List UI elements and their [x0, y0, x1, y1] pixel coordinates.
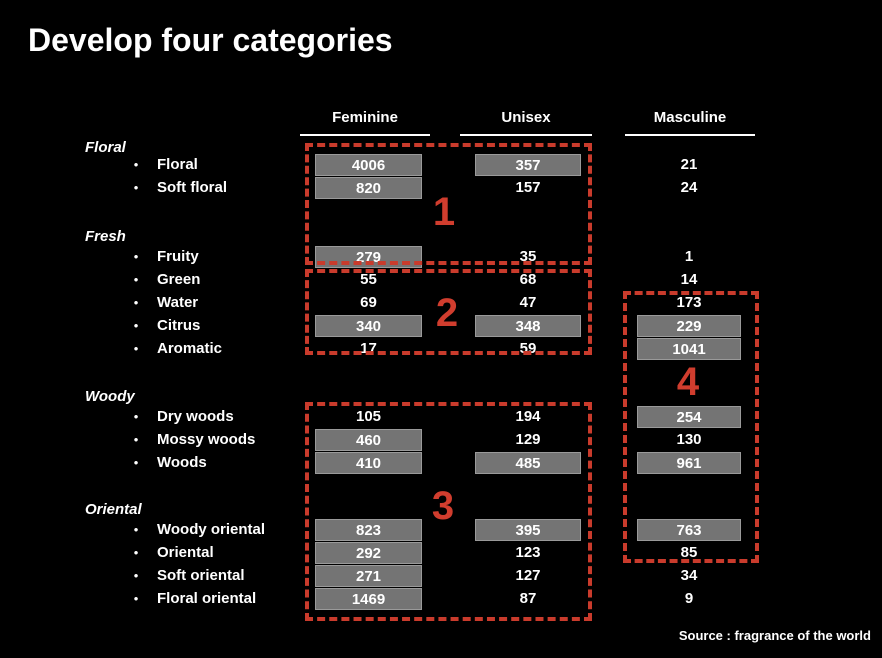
category-box-3 — [305, 402, 592, 621]
row-label: Dry woods — [157, 408, 234, 425]
value-cell: 24 — [680, 179, 698, 196]
column-header-masculine: Masculine — [625, 109, 755, 136]
value-cell-highlighted: 961 — [637, 452, 741, 474]
value-cell: 47 — [519, 294, 537, 311]
value-cell-highlighted: 820 — [315, 177, 422, 199]
value-cell-highlighted: 485 — [475, 452, 581, 474]
category-box-1 — [305, 143, 592, 265]
value-cell-highlighted: 763 — [637, 519, 741, 541]
value-cell: 130 — [676, 431, 702, 448]
value-cell-highlighted: 357 — [475, 154, 581, 176]
row-label: Oriental — [157, 544, 214, 561]
group-header-oriental: Oriental — [85, 501, 142, 518]
value-cell: 21 — [680, 156, 698, 173]
value-cell: 127 — [515, 567, 541, 584]
row-label: Green — [157, 271, 201, 288]
row-label: Woods — [157, 454, 207, 471]
value-cell: 87 — [519, 590, 537, 607]
value-cell: 173 — [676, 294, 702, 311]
value-cell-highlighted: 410 — [315, 452, 422, 474]
bullet-icon: • — [133, 341, 139, 356]
value-cell-highlighted: 348 — [475, 315, 581, 337]
value-cell-highlighted: 460 — [315, 429, 422, 451]
bullet-icon: • — [133, 318, 139, 333]
row-label: Soft floral — [157, 179, 227, 196]
bullet-icon: • — [133, 180, 139, 195]
row-label: Citrus — [157, 317, 201, 334]
value-cell: 85 — [680, 544, 698, 561]
column-header-feminine: Feminine — [300, 109, 430, 136]
value-cell-highlighted: 292 — [315, 542, 422, 564]
value-cell-highlighted: 1469 — [315, 588, 422, 610]
page-title: Develop four categories — [28, 22, 393, 58]
value-cell: 69 — [360, 294, 377, 311]
value-cell-highlighted: 254 — [637, 406, 741, 428]
column-header-unisex: Unisex — [460, 109, 592, 136]
bullet-icon: • — [133, 157, 139, 172]
group-header-fresh: Fresh — [85, 228, 126, 245]
value-cell: 105 — [355, 408, 382, 425]
value-cell-highlighted: 340 — [315, 315, 422, 337]
source-note: Source : fragrance of the world — [678, 628, 871, 643]
category-number-1: 1 — [432, 190, 456, 234]
category-number-3: 3 — [431, 484, 455, 528]
value-cell-highlighted: 1041 — [637, 338, 741, 360]
value-cell-highlighted: 395 — [475, 519, 581, 541]
bullet-icon: • — [133, 432, 139, 447]
bullet-icon: • — [133, 591, 139, 606]
value-cell-highlighted: 271 — [315, 565, 422, 587]
category-number-4: 4 — [676, 360, 700, 404]
row-label: Woody oriental — [157, 521, 266, 538]
value-cell-highlighted: 823 — [315, 519, 422, 541]
value-cell: 34 — [680, 567, 698, 584]
bullet-icon: • — [133, 295, 139, 310]
value-cell: 1 — [684, 248, 694, 265]
bullet-icon: • — [133, 272, 139, 287]
category-box-4 — [623, 291, 759, 563]
row-label: Water — [157, 294, 199, 311]
value-cell: 9 — [684, 590, 694, 607]
value-cell: 157 — [515, 179, 541, 196]
value-cell: 123 — [515, 544, 541, 561]
group-header-woody: Woody — [85, 388, 135, 405]
row-label: Floral oriental — [157, 590, 257, 607]
value-cell-highlighted: 229 — [637, 315, 741, 337]
category-box-2 — [305, 269, 592, 355]
row-label: Mossy woods — [157, 431, 256, 448]
value-cell: 194 — [515, 408, 541, 425]
bullet-icon: • — [133, 455, 139, 470]
row-label: Floral — [157, 156, 198, 173]
group-header-floral: Floral — [85, 139, 126, 156]
value-cell-highlighted: 4006 — [315, 154, 422, 176]
value-cell: 55 — [360, 271, 377, 288]
value-cell: 35 — [519, 248, 537, 265]
bullet-icon: • — [133, 249, 139, 264]
bullet-icon: • — [133, 568, 139, 583]
bullet-icon: • — [133, 522, 139, 537]
row-label: Aromatic — [157, 340, 223, 357]
value-cell: 129 — [515, 431, 541, 448]
value-cell: 14 — [680, 271, 698, 288]
category-number-2: 2 — [435, 291, 459, 335]
row-label: Soft oriental — [157, 567, 245, 584]
row-label: Fruity — [157, 248, 199, 265]
bullet-icon: • — [133, 545, 139, 560]
bullet-icon: • — [133, 409, 139, 424]
value-cell: 68 — [519, 271, 537, 288]
